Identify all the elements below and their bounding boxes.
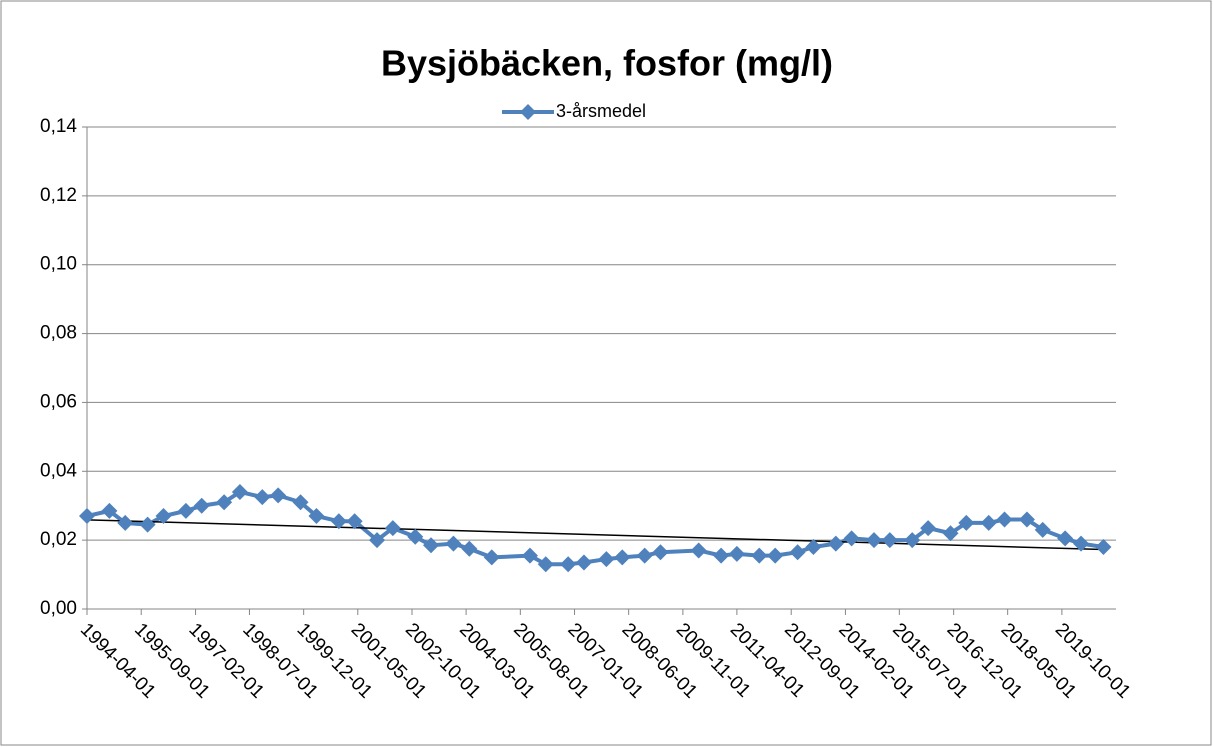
marker	[560, 556, 577, 573]
y-tick-label: 0,04	[40, 460, 77, 481]
marker	[254, 489, 271, 506]
y-tick-label: 0,10	[40, 254, 77, 275]
legend-marker	[520, 104, 536, 120]
marker	[1095, 539, 1112, 556]
marker	[384, 520, 401, 537]
y-tick-label: 0,08	[40, 323, 77, 344]
marker	[407, 528, 424, 545]
marker	[423, 537, 440, 554]
marker	[942, 525, 959, 542]
marker	[193, 497, 210, 514]
marker	[636, 547, 653, 564]
marker	[690, 542, 707, 559]
marker	[980, 514, 997, 531]
marker	[177, 502, 194, 519]
marker	[920, 520, 937, 537]
marker	[789, 544, 806, 561]
marker	[881, 532, 898, 549]
y-tick-label: 0,06	[40, 391, 77, 412]
marker	[139, 516, 156, 533]
marker	[537, 556, 554, 573]
marker	[292, 494, 309, 511]
marker	[79, 508, 95, 525]
marker	[767, 547, 784, 564]
y-tick-label: 0,12	[40, 185, 77, 206]
legend-label: 3-årsmedel	[556, 101, 646, 121]
marker	[1073, 535, 1090, 552]
marker	[805, 539, 822, 556]
marker	[713, 547, 730, 564]
marker	[101, 502, 118, 519]
marker	[216, 494, 233, 511]
y-tick-label: 0,14	[40, 116, 77, 137]
marker	[827, 535, 844, 552]
marker	[369, 532, 386, 549]
marker	[483, 549, 500, 566]
marker	[231, 483, 248, 500]
marker	[330, 513, 347, 530]
marker	[652, 544, 669, 561]
marker	[843, 530, 860, 547]
y-tick-label: 0,00	[40, 598, 77, 619]
chart-title: Bysjöbäcken, fosfor (mg/l)	[381, 43, 833, 84]
marker	[904, 532, 921, 549]
y-tick-label: 0,02	[40, 529, 77, 550]
marker	[598, 551, 615, 568]
marker	[866, 532, 883, 549]
series-line	[86, 489, 1104, 567]
marker	[728, 545, 745, 562]
marker	[1018, 511, 1035, 528]
marker	[445, 535, 462, 552]
marker	[461, 540, 478, 557]
marker	[521, 547, 538, 564]
marker	[751, 547, 768, 564]
marker	[1034, 521, 1051, 538]
marker	[1057, 530, 1074, 547]
marker	[614, 549, 631, 566]
marker	[996, 511, 1013, 528]
marker	[270, 487, 287, 504]
marker	[346, 513, 363, 530]
marker	[117, 514, 134, 531]
marker	[155, 508, 172, 525]
marker	[575, 554, 592, 571]
marker	[958, 514, 975, 531]
marker	[308, 508, 325, 525]
trendline	[86, 519, 1104, 551]
